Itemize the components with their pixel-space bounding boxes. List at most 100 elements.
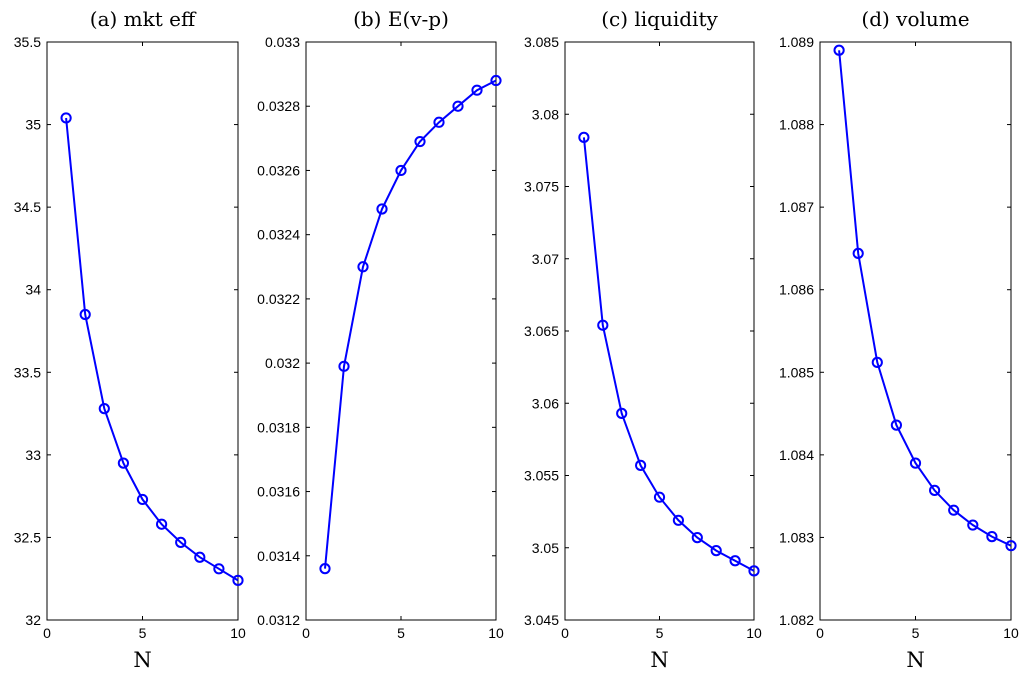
y-tick-label: 3.075 <box>524 179 559 195</box>
data-point <box>194 551 206 563</box>
axes-box <box>46 41 239 621</box>
x-tick-label: 5 <box>139 625 147 641</box>
axes-box <box>305 41 497 621</box>
x-tick-label: 0 <box>561 625 569 641</box>
y-tick-label: 3.085 <box>524 34 559 50</box>
data-point <box>452 100 464 112</box>
data-point <box>672 514 685 526</box>
y-tick-label: 0.033 <box>265 34 300 50</box>
y-tick-label: 34 <box>25 282 41 298</box>
x-tick-label: 5 <box>912 625 920 641</box>
data-point <box>653 491 666 503</box>
data-point <box>232 574 244 586</box>
x-axis-label: N <box>906 648 924 672</box>
subplot-3: 3.045 3.05 3.055 3.06 3.065 3.07 3.075 3.08 3.08… <box>524 7 762 672</box>
y-tick-label: 3.055 <box>524 468 559 484</box>
data-point <box>948 504 960 516</box>
x-tick-label: 0 <box>302 625 310 641</box>
data-point <box>60 112 72 124</box>
y-tick-label: 3.065 <box>524 323 559 339</box>
y-tick-label: 3.08 <box>532 106 559 122</box>
y-tick-label: 0.0312 <box>257 612 300 628</box>
x-tick-label: 10 <box>746 625 762 641</box>
x-tick-label: 5 <box>397 625 405 641</box>
data-point <box>117 457 130 469</box>
y-tick-label: 0.032 <box>265 355 300 371</box>
data-point <box>909 457 922 469</box>
data-point <box>710 545 722 557</box>
data-point <box>395 164 407 177</box>
data-point <box>471 84 483 96</box>
y-tick-label: 3.07 <box>532 251 559 267</box>
y-tick-label: 32 <box>25 612 41 628</box>
y-tick-label: 0.0326 <box>257 162 300 178</box>
y-tick-label: 3.06 <box>532 395 559 411</box>
series-line <box>582 137 755 572</box>
y-tick-label: 1.088 <box>779 117 814 133</box>
y-tick-label: 33 <box>25 447 41 463</box>
x-tick-label: 0 <box>816 625 824 641</box>
x-tick-label: 10 <box>488 625 504 641</box>
data-point <box>376 203 388 215</box>
data-point <box>175 536 187 548</box>
y-tick-label: 3.05 <box>532 540 559 556</box>
y-tick-label: 1.085 <box>779 364 814 380</box>
series-line <box>65 117 239 582</box>
data-point <box>578 131 590 143</box>
data-point <box>98 403 110 415</box>
data-point <box>213 563 225 575</box>
y-tick-label: 35.5 <box>14 34 41 50</box>
data-point <box>691 532 703 544</box>
data-point <box>929 484 941 496</box>
data-point <box>986 531 998 543</box>
data-point <box>616 407 628 419</box>
subplot-title: (a) mkt eff <box>90 7 197 31</box>
subplot-title: (c) liquidity <box>601 7 718 31</box>
data-point <box>433 116 445 128</box>
data-point <box>635 459 647 471</box>
x-tick-label: 5 <box>656 625 664 641</box>
data-point <box>490 74 502 87</box>
data-point <box>833 44 845 56</box>
data-point <box>597 319 609 331</box>
data-point <box>890 419 903 431</box>
data-point <box>136 493 149 506</box>
data-point <box>414 135 426 148</box>
data-point <box>319 563 331 575</box>
subplot-1: 32 32.5 33 33.5 34 34.5 35 35.5 0 5 10 (a) mkt eff N <box>14 7 246 672</box>
subplot-2: 0.0312 0.0314 0.0316 0.0318 0.032 0.0322 0.032… <box>257 7 504 641</box>
y-tick-label: 1.087 <box>779 199 814 215</box>
x-tick-label: 0 <box>43 625 51 641</box>
y-tick-label: 0.0324 <box>257 227 300 243</box>
data-point <box>156 518 168 530</box>
x-tick-label: 10 <box>230 625 246 641</box>
x-tick-label: 10 <box>1003 625 1019 641</box>
y-tick-label: 1.082 <box>779 612 814 628</box>
data-point <box>79 308 91 321</box>
y-tick-label: 32.5 <box>14 529 41 545</box>
y-tick-label: 1.086 <box>779 282 814 298</box>
data-point <box>748 565 760 577</box>
data-point <box>729 555 741 567</box>
subplot-title: (d) volume <box>861 7 969 31</box>
data-point <box>357 261 369 273</box>
data-point <box>852 247 864 259</box>
y-tick-label: 0.0328 <box>257 98 300 114</box>
subplot-4: 1.082 1.083 1.084 1.085 1.086 1.087 1.088 1.089… <box>779 7 1019 672</box>
subplot-title: (b) E(v-p) <box>353 7 449 31</box>
data-point <box>967 519 979 531</box>
series-line <box>838 50 1012 547</box>
x-axis-label: N <box>133 648 151 672</box>
y-tick-label: 0.0318 <box>257 419 300 435</box>
y-tick-label: 1.083 <box>779 529 814 545</box>
y-tick-label: 1.084 <box>779 447 814 463</box>
data-point <box>1005 540 1017 552</box>
x-axis-label: N <box>650 648 668 672</box>
axes-box <box>564 41 755 621</box>
y-tick-label: 35 <box>25 117 41 133</box>
axes-box <box>819 41 1012 621</box>
series-line <box>324 79 497 569</box>
y-tick-label: 1.089 <box>779 34 814 50</box>
data-point <box>338 360 350 372</box>
